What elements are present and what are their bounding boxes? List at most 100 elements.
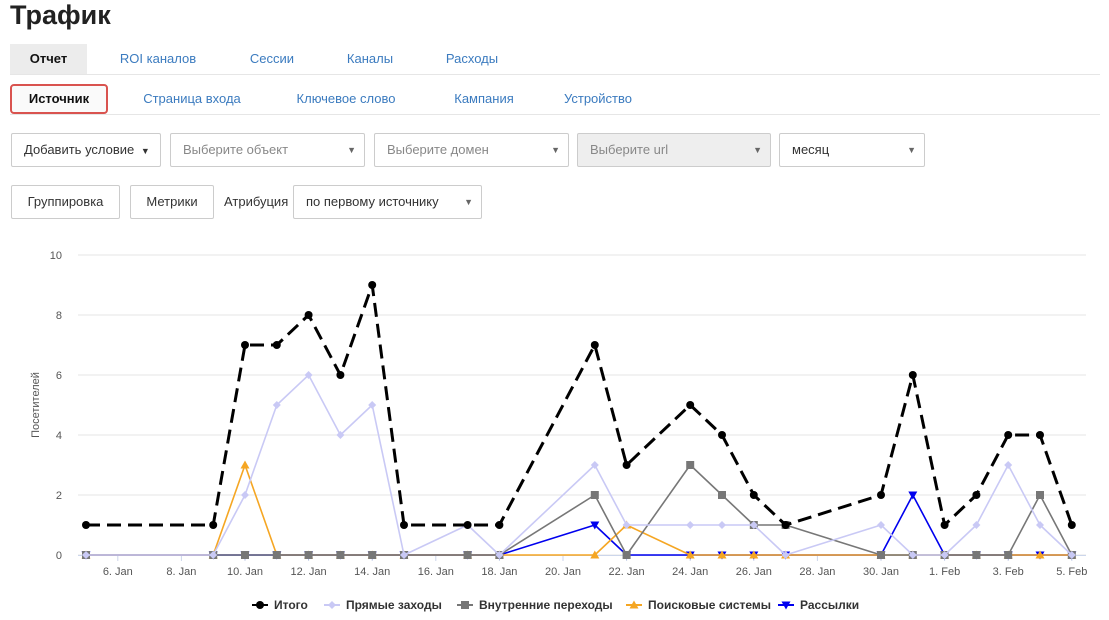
triangle-down-marker-icon xyxy=(778,601,794,610)
data-point-3 xyxy=(749,550,759,559)
y-tick-label: 8 xyxy=(56,310,62,322)
domain-select-placeholder: Выберите домен xyxy=(387,142,489,157)
data-point-2 xyxy=(272,551,281,559)
y-tick-label: 4 xyxy=(56,430,62,442)
tab-expenses[interactable]: Расходы xyxy=(445,51,499,66)
tab-channels[interactable]: Каналы xyxy=(346,51,394,66)
main-tabs: Отчет ROI каналов Сессии Каналы Расходы xyxy=(10,44,1100,75)
x-tick-label: 22. Jan xyxy=(609,566,645,578)
data-point-0 xyxy=(495,521,504,529)
data-point-2 xyxy=(1004,551,1013,559)
data-point-1 xyxy=(781,551,790,559)
x-tick-label: 26. Jan xyxy=(736,566,772,578)
tab-roi-channels[interactable]: ROI каналов xyxy=(119,51,197,66)
add-condition-button[interactable]: Добавить условие ▼ xyxy=(11,133,161,167)
tab-source[interactable]: Источник xyxy=(10,84,108,114)
object-select[interactable]: Выберите объект ▼ xyxy=(170,133,365,167)
data-point-2 xyxy=(718,491,726,499)
visitors-line-chart: 0 2 4 6 8 10 6. Jan 8. Jan 10. Jan 12. Jan 14. Jan… xyxy=(30,250,1087,578)
data-point-1 xyxy=(749,521,758,529)
attribution-select-value: по первому источнику xyxy=(306,194,439,209)
data-point-1 xyxy=(686,521,695,529)
data-point-0 xyxy=(877,491,885,499)
data-point-0 xyxy=(304,311,313,319)
data-point-2 xyxy=(241,551,249,559)
data-point-2 xyxy=(686,461,695,469)
attribution-label: Атрибуция xyxy=(224,194,289,209)
data-point-2 xyxy=(877,551,885,559)
tab-sessions[interactable]: Сессии xyxy=(249,51,295,66)
data-point-0 xyxy=(972,491,981,499)
data-point-0 xyxy=(368,281,377,289)
data-point-0 xyxy=(686,401,695,409)
data-point-1 xyxy=(590,461,599,469)
x-tick-label: 5. Feb xyxy=(1056,566,1087,578)
x-tick-label: 8. Jan xyxy=(166,566,196,578)
sub-tabs: Источник Страница входа Ключевое слово К… xyxy=(10,84,1100,115)
data-point-3 xyxy=(240,460,250,469)
object-select-placeholder: Выберите объект xyxy=(183,142,289,157)
data-point-0 xyxy=(908,371,917,379)
data-point-1 xyxy=(495,551,504,559)
chevron-down-icon: ▼ xyxy=(907,145,916,155)
data-point-0 xyxy=(209,521,218,529)
data-point-1 xyxy=(82,551,90,559)
grouping-button[interactable]: Группировка xyxy=(11,185,120,219)
data-point-1 xyxy=(400,551,408,559)
data-point-2 xyxy=(590,491,599,499)
square-marker-icon xyxy=(457,601,473,609)
x-tick-label: 10. Jan xyxy=(227,566,263,578)
data-point-0 xyxy=(940,521,949,529)
y-tick-label: 0 xyxy=(56,550,62,562)
data-point-1 xyxy=(209,551,218,559)
data-point-1 xyxy=(877,521,885,529)
chevron-down-icon: ▼ xyxy=(464,197,473,207)
tab-campaign[interactable]: Кампания xyxy=(454,91,514,106)
metrics-button[interactable]: Метрики xyxy=(130,185,214,219)
data-point-0 xyxy=(463,521,472,529)
chart-legend: Итого Прямые заходы Внутренние переходы Пои… xyxy=(0,597,1109,613)
data-point-0 xyxy=(590,341,599,349)
data-point-2 xyxy=(622,551,631,559)
x-tick-label: 30. Jan xyxy=(863,566,899,578)
data-point-3 xyxy=(590,550,600,559)
x-tick-label: 12. Jan xyxy=(291,566,327,578)
data-point-0 xyxy=(82,521,90,529)
attribution-select[interactable]: по первому источнику ▼ xyxy=(293,185,482,219)
series-line-2 xyxy=(86,464,1073,556)
tab-keyword[interactable]: Ключевое слово xyxy=(296,91,396,106)
data-point-3 xyxy=(685,550,695,559)
data-point-1 xyxy=(1004,461,1013,469)
domain-select[interactable]: Выберите домен ▼ xyxy=(374,133,569,167)
data-point-0 xyxy=(272,341,281,349)
url-select[interactable]: Выберите url ▼ xyxy=(577,133,771,167)
data-point-2 xyxy=(1036,491,1044,499)
data-point-1 xyxy=(336,431,345,439)
tab-report[interactable]: Отчет xyxy=(10,44,87,74)
circle-marker-icon xyxy=(252,601,268,609)
triangle-up-marker-icon xyxy=(626,600,642,609)
y-tick-label: 6 xyxy=(56,370,62,382)
legend-label: Внутренние переходы xyxy=(479,598,613,612)
chevron-down-icon: ▼ xyxy=(753,145,762,155)
period-select[interactable]: месяц ▼ xyxy=(779,133,925,167)
url-select-placeholder: Выберите url xyxy=(590,142,669,157)
data-point-0 xyxy=(241,341,249,349)
data-point-0 xyxy=(336,371,345,379)
tab-device[interactable]: Устройство xyxy=(563,91,632,106)
x-tick-label: 20. Jan xyxy=(545,566,581,578)
page-title: Трафик xyxy=(10,0,111,30)
y-tick-label: 10 xyxy=(50,250,62,262)
data-point-1 xyxy=(368,401,377,409)
data-point-0 xyxy=(749,491,758,499)
period-select-value: месяц xyxy=(792,142,830,157)
data-point-1 xyxy=(908,551,917,559)
data-point-1 xyxy=(1036,521,1044,529)
legend-label: Поисковые системы xyxy=(648,598,772,612)
data-point-4 xyxy=(908,491,918,500)
data-point-0 xyxy=(400,521,408,529)
x-tick-label: 3. Feb xyxy=(993,566,1024,578)
tab-landing-page[interactable]: Страница входа xyxy=(143,91,241,106)
x-tick-label: 18. Jan xyxy=(481,566,517,578)
data-point-1 xyxy=(272,401,281,409)
